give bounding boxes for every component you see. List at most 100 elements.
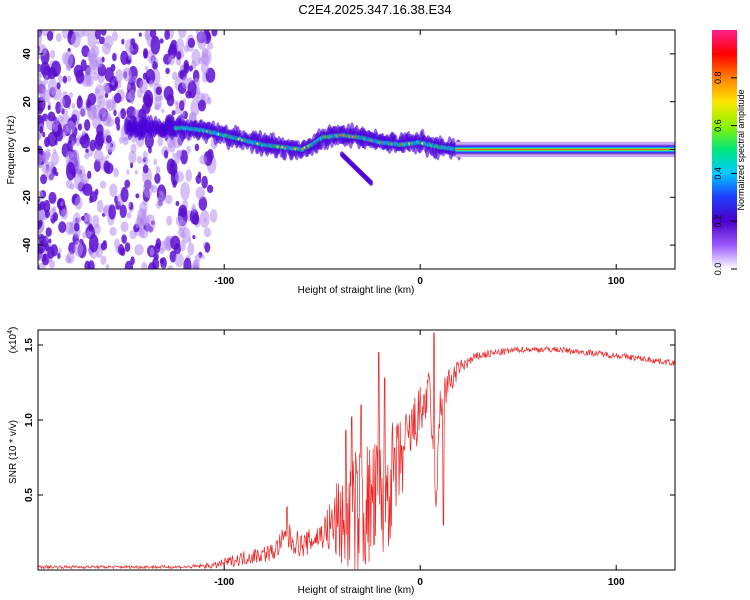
noise-blob [117, 112, 122, 119]
noise-blob [38, 153, 43, 165]
noise-blob [77, 30, 85, 38]
noise-blob [120, 108, 127, 120]
noise-blob [178, 30, 187, 39]
noise-blob [55, 101, 62, 114]
noise-blob [183, 44, 190, 53]
noise-blob [103, 35, 114, 49]
noise-blob [105, 135, 112, 144]
noise-blob [120, 186, 129, 203]
noise-blob [43, 77, 48, 86]
noise-blob [174, 253, 184, 268]
noise-blob [127, 83, 131, 90]
noise-blob [126, 106, 136, 119]
noise-blob [166, 158, 176, 175]
noise-blob [100, 242, 108, 251]
noise-blob [73, 64, 83, 78]
noise-blob [164, 194, 173, 205]
noise-blob [153, 158, 158, 166]
noise-blob [71, 114, 78, 123]
noise-blob [170, 235, 181, 250]
noise-blob [180, 231, 187, 238]
noise-blob [85, 148, 89, 154]
noise-blob [179, 100, 185, 111]
noise-blob [45, 236, 49, 242]
snr-xtick-label: 0 [417, 577, 423, 588]
noise-blob [45, 166, 51, 173]
noise-blob [100, 255, 107, 266]
noise-blob [149, 30, 157, 39]
noise-blob [106, 115, 112, 124]
noise-blob [38, 30, 43, 46]
noise-blob [99, 180, 107, 189]
noise-blob [130, 143, 137, 154]
noise-blob [73, 240, 83, 257]
noise-blob [186, 145, 191, 154]
noise-blob [47, 105, 51, 111]
noise-blob [160, 257, 167, 269]
noise-blob [110, 64, 116, 72]
snr-frame [37, 329, 676, 571]
colorbar-label: Normalized spectral amplitude [736, 89, 746, 210]
noise-blob [172, 152, 177, 159]
noise-blob [187, 80, 197, 99]
noise-blob [38, 54, 41, 60]
noise-blob [163, 149, 169, 159]
colorbar-ticks: 0.0 0.2 0.4 0.6 0.8 [713, 72, 737, 276]
spectrogram-panel: -100 0 100 -40 -20 0 20 40 Height of straight l… [6, 29, 676, 296]
noise-blob [209, 209, 218, 223]
noise-blob [62, 30, 69, 39]
noise-blob [195, 86, 201, 96]
noise-blob [136, 155, 143, 164]
noise-blob [109, 183, 118, 198]
noise-blob [176, 150, 183, 158]
noise-blob [207, 96, 212, 105]
noise-blob [130, 38, 136, 46]
noise-blob [104, 92, 109, 99]
noise-blob [87, 260, 95, 269]
noise-blob [188, 65, 194, 72]
noise-blob [86, 99, 91, 109]
noise-blob [132, 75, 138, 84]
noise-blob [119, 204, 127, 219]
colorbar-bar [712, 30, 737, 269]
noise-blob [94, 134, 104, 151]
noise-blob [149, 247, 155, 257]
noise-blob [145, 68, 156, 85]
noise-blob [84, 212, 91, 222]
noise-blob [150, 35, 161, 55]
snr-xlabel: Height of straight line (km) [298, 585, 415, 596]
noise-blob [103, 160, 111, 173]
noise-blob [84, 152, 90, 160]
noise-blob [180, 181, 190, 201]
noise-blob [180, 149, 188, 165]
noise-blob [55, 172, 59, 177]
noise-blob [45, 227, 52, 237]
noise-blob [51, 151, 59, 166]
noise-blob [124, 242, 131, 252]
noise-blob [154, 96, 162, 111]
noise-blob [48, 191, 57, 204]
noise-blob [84, 67, 91, 78]
noise-blob [80, 59, 87, 72]
noise-blob [82, 30, 90, 37]
noise-blob [174, 171, 185, 183]
noise-blob [38, 231, 42, 238]
snr-ytick-label: 1.0 [24, 413, 35, 427]
spectrogram-ytick-label: 40 [22, 48, 33, 60]
spectrogram-ylabel: Frequency (Hz) [6, 116, 17, 185]
colorbar-tick-label: 0.0 [713, 263, 723, 276]
noise-blob [181, 227, 191, 244]
noise-blob [157, 135, 164, 147]
noise-blob [50, 49, 56, 59]
noise-blob [130, 256, 135, 266]
spectrogram-ticks: -100 0 100 -40 -20 0 20 40 [22, 30, 675, 287]
noise-blob [64, 51, 74, 69]
noise-blob [115, 69, 123, 83]
noise-blob [145, 214, 156, 234]
noise-blob [204, 242, 211, 253]
snr-y-multiplier: (x104) [7, 327, 19, 354]
spectrogram-xtick-label: 100 [608, 276, 625, 287]
noise-blob [38, 219, 43, 227]
noise-blob [120, 221, 129, 233]
noise-blob [198, 196, 208, 211]
